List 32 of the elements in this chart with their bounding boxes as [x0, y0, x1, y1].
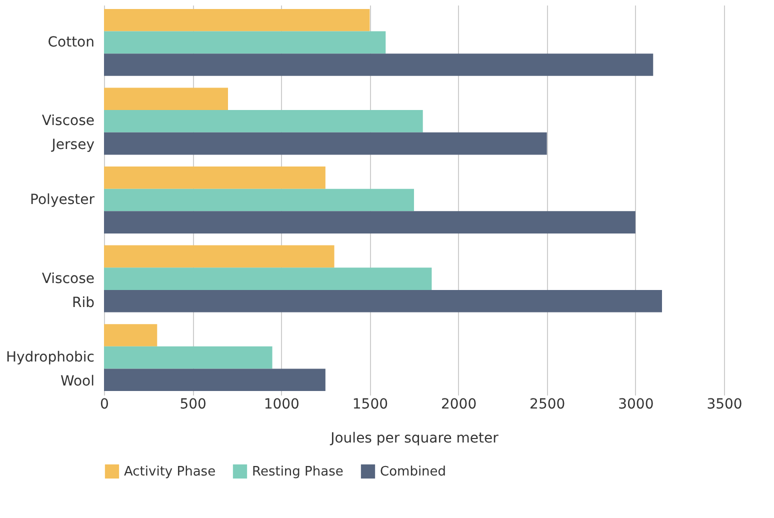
- x-tick-label: 500: [180, 396, 206, 412]
- bar: [104, 346, 272, 369]
- bar: [104, 188, 414, 212]
- bar: [104, 368, 326, 392]
- x-axis-title: Joules per square meter: [330, 430, 499, 446]
- x-tick-label: 3500: [706, 396, 742, 412]
- legend-label: Resting Phase: [252, 464, 344, 480]
- bar: [104, 31, 386, 54]
- y-tick-label: Cotton: [48, 34, 94, 50]
- bar: [104, 268, 432, 290]
- bar: [104, 54, 654, 76]
- x-tick-label: 3000: [618, 396, 654, 412]
- x-tick-label: 1500: [352, 396, 388, 412]
- x-tick-label: 0: [100, 396, 109, 412]
- bar: [104, 211, 636, 234]
- legend-label: Activity Phase: [124, 464, 216, 480]
- x-tick-label: 1000: [264, 396, 300, 412]
- bar: [104, 132, 547, 155]
- bar: [104, 8, 370, 32]
- bar: [104, 166, 326, 189]
- bar: [104, 110, 423, 132]
- y-tick-label: Polyester: [30, 192, 95, 208]
- x-tick-label: 2500: [530, 396, 566, 412]
- x-tick-label: 2000: [440, 396, 477, 412]
- bar: [104, 88, 228, 110]
- bar: [104, 245, 334, 268]
- y-tick-label: Viscose Jersey: [42, 113, 94, 154]
- bar: [104, 290, 662, 312]
- y-tick-label: Viscose Rib: [42, 270, 95, 311]
- y-tick-label: Hydrophobic Wool: [6, 350, 94, 390]
- legend-label: Combined: [380, 464, 446, 480]
- bar: [104, 324, 158, 346]
